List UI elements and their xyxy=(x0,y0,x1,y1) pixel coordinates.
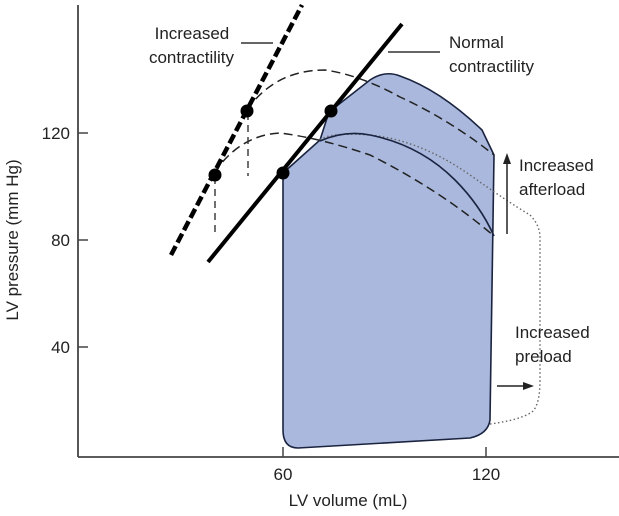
preload-arrow xyxy=(497,382,534,390)
y-tick-40: 40 xyxy=(51,338,70,357)
increased-preload-loop xyxy=(319,133,541,425)
increased-contractility-line xyxy=(169,3,304,257)
y-tick-120: 120 xyxy=(42,124,70,143)
x-tick-60: 60 xyxy=(274,465,293,484)
increased-preload-label: Increased preload xyxy=(515,323,594,366)
afterload-arrow xyxy=(503,153,511,234)
normal-contractility-label: Normal contractility xyxy=(449,33,535,76)
marker xyxy=(208,168,222,182)
marker xyxy=(276,166,290,180)
increased-afterload-label: Increased afterload xyxy=(519,156,598,199)
axes: 120 80 40 60 120 LV volume (mL) LV press… xyxy=(3,5,619,510)
x-axis-label: LV volume (mL) xyxy=(289,491,408,510)
markers xyxy=(208,104,338,182)
marker xyxy=(240,104,254,118)
x-tick-120: 120 xyxy=(472,465,500,484)
increased-contractility-label: Increased contractility xyxy=(149,24,235,67)
marker xyxy=(324,104,338,118)
y-axis-label: LV pressure (mm Hg) xyxy=(3,159,22,320)
increased-afterload-curve xyxy=(319,132,495,237)
y-tick-80: 80 xyxy=(51,231,70,250)
normal-contractility-line xyxy=(206,22,404,264)
contractility-dashed-lower xyxy=(213,132,495,237)
contractility-dashed-upper xyxy=(246,69,495,156)
